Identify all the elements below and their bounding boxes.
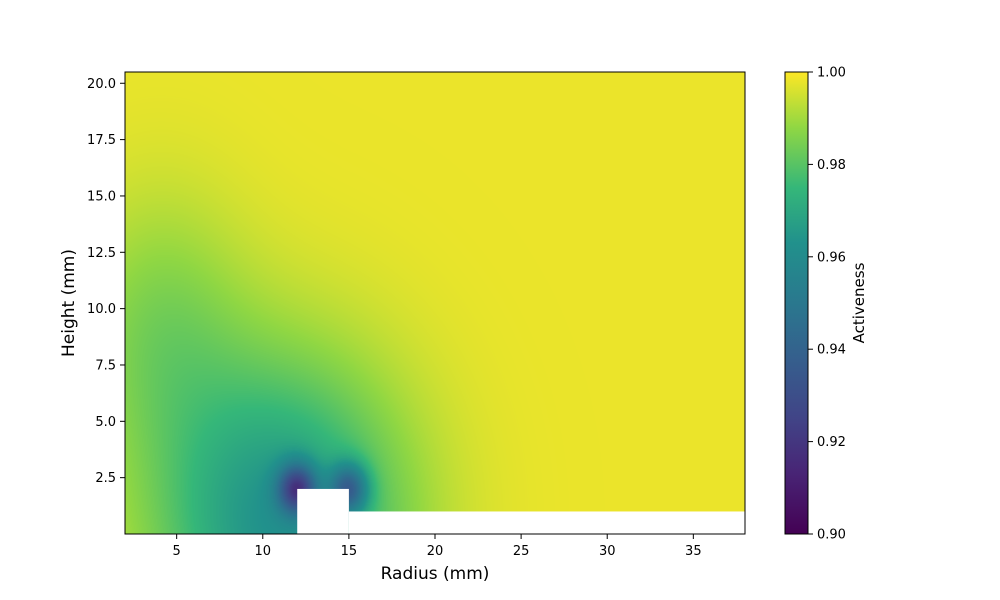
heatmap-field xyxy=(125,72,745,534)
x-tick-label: 35 xyxy=(685,544,702,559)
colorbar-tick-label: 0.92 xyxy=(817,435,846,450)
y-tick-label: 20.0 xyxy=(87,77,116,92)
x-axis-title: Radius (mm) xyxy=(381,564,490,584)
colorbar-tick-label: 1.00 xyxy=(817,66,846,81)
y-tick-label: 5.0 xyxy=(95,415,116,430)
x-tick-label: 25 xyxy=(513,544,530,559)
x-axis: 5 10 15 20 25 30 35 xyxy=(173,534,702,559)
x-tick-label: 20 xyxy=(427,544,444,559)
y-tick-label: 12.5 xyxy=(87,246,116,261)
y-tick-label: 17.5 xyxy=(87,133,116,148)
mask-base-slab xyxy=(348,511,745,534)
colorbar-title: Activeness xyxy=(850,262,868,343)
y-tick-label: 7.5 xyxy=(95,358,116,373)
y-tick-label: 10.0 xyxy=(87,302,116,317)
x-tick-label: 15 xyxy=(341,544,358,559)
y-tick-label: 15.0 xyxy=(87,189,116,204)
colorbar-tick-label: 0.90 xyxy=(817,528,846,543)
x-tick-label: 5 xyxy=(173,544,181,559)
colorbar-tick-label: 0.94 xyxy=(817,343,846,358)
colorbar xyxy=(785,72,808,534)
masked-regions xyxy=(297,488,745,534)
x-tick-label: 10 xyxy=(255,544,272,559)
y-axis-title: Height (mm) xyxy=(59,249,79,357)
x-tick-label: 30 xyxy=(599,544,616,559)
y-axis: 2.5 5.0 7.5 10.0 12.5 15.0 17.5 20.0 xyxy=(87,77,125,486)
heatmap-field-container xyxy=(125,72,745,534)
y-tick-label: 2.5 xyxy=(95,471,116,486)
colorbar-axis: 0.90 0.92 0.94 0.96 0.98 1.00 xyxy=(808,66,846,543)
mask-electrode-block xyxy=(297,488,349,534)
colorbar-frame xyxy=(784,71,809,535)
colorbar-tick-label: 0.98 xyxy=(817,158,846,173)
colorbar-tick-label: 0.96 xyxy=(817,250,846,265)
